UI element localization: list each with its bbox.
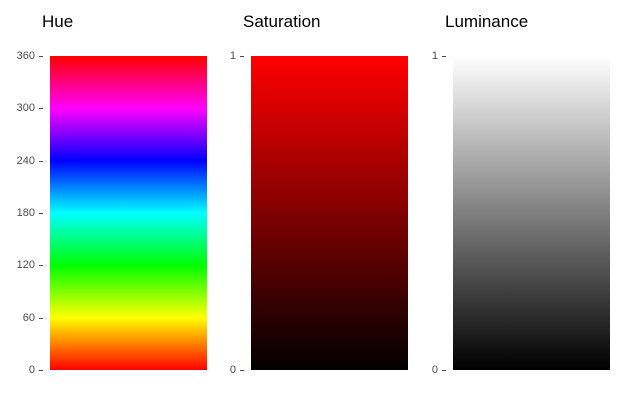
y-tick-label: 0 — [229, 364, 236, 376]
y-tick-mark — [39, 213, 43, 214]
y-tick-label: 300 — [16, 102, 35, 114]
hue-panel: Hue 0 60 120 180 240 300 360 — [0, 0, 211, 405]
y-tick-label: 0 — [28, 364, 35, 376]
panel-title: Saturation — [243, 12, 321, 31]
y-tick-label: 60 — [22, 312, 35, 324]
y-tick-mark — [442, 56, 446, 57]
gradient-bar — [251, 56, 408, 370]
y-tick-mark — [442, 370, 446, 371]
y-tick-mark — [39, 56, 43, 57]
y-tick-label: 0 — [431, 364, 438, 376]
y-tick-mark — [39, 161, 43, 162]
y-tick-mark — [39, 265, 43, 266]
y-tick-mark — [39, 370, 43, 371]
y-tick-mark — [39, 318, 43, 319]
y-tick-label: 240 — [16, 155, 35, 167]
panel-title: Luminance — [445, 12, 529, 31]
y-tick-mark — [240, 370, 244, 371]
luminance-panel: Luminance 0 1 — [413, 0, 634, 405]
y-tick-label: 180 — [16, 207, 35, 219]
y-tick-label: 1 — [229, 50, 236, 62]
panel-title: Hue — [42, 12, 74, 31]
gradient-bar — [50, 56, 207, 370]
gradient-bar — [453, 56, 610, 370]
y-tick-mark — [240, 56, 244, 57]
y-tick-label: 120 — [16, 259, 35, 271]
y-tick-label: 1 — [431, 50, 438, 62]
saturation-panel: Saturation 0 1 — [211, 0, 413, 405]
y-tick-label: 360 — [16, 50, 35, 62]
y-tick-mark — [39, 108, 43, 109]
